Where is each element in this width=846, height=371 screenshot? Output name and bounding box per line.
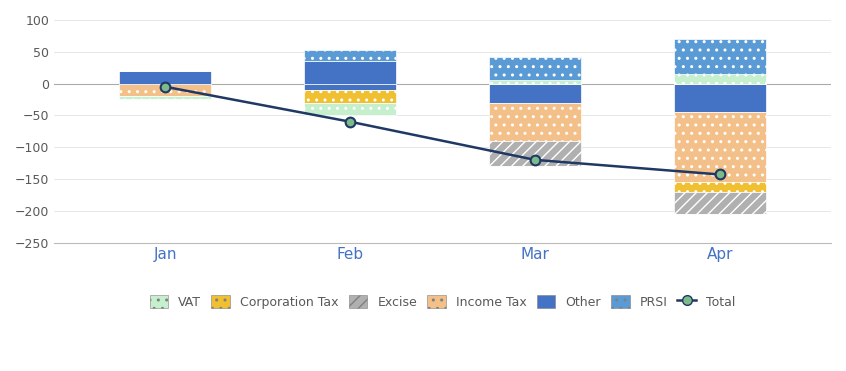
Bar	[489, 57, 581, 81]
Bar	[673, 74, 766, 83]
Bar	[119, 96, 212, 99]
Bar	[304, 83, 397, 90]
Bar	[673, 192, 766, 214]
Bar	[304, 50, 397, 61]
Bar	[304, 103, 397, 115]
Bar	[489, 81, 581, 83]
Bar	[673, 39, 766, 74]
Legend: VAT, Corporation Tax, Excise, Income Tax, Other, PRSI, Total: VAT, Corporation Tax, Excise, Income Tax…	[143, 289, 742, 315]
Bar	[489, 141, 581, 166]
Bar	[489, 83, 581, 103]
Bar	[673, 112, 766, 182]
Bar	[119, 83, 212, 96]
Bar	[304, 90, 397, 103]
Bar	[119, 71, 212, 83]
Bar	[673, 83, 766, 112]
Bar	[489, 103, 581, 141]
Bar	[673, 182, 766, 192]
Bar	[304, 61, 397, 83]
